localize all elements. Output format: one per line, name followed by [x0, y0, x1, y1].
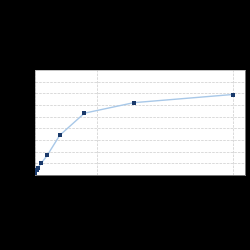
Point — [33, 171, 37, 175]
Point — [34, 168, 38, 172]
Point — [231, 92, 235, 96]
Point — [39, 161, 43, 165]
Point — [45, 153, 49, 157]
Point — [58, 133, 62, 137]
X-axis label: 2500
Rat AMDHD2
Concentration (pg/ml): 2500 Rat AMDHD2 Concentration (pg/ml) — [105, 187, 175, 204]
Point — [132, 101, 136, 105]
Y-axis label: OD: OD — [14, 118, 20, 128]
Point — [36, 166, 40, 170]
Point — [82, 111, 86, 115]
